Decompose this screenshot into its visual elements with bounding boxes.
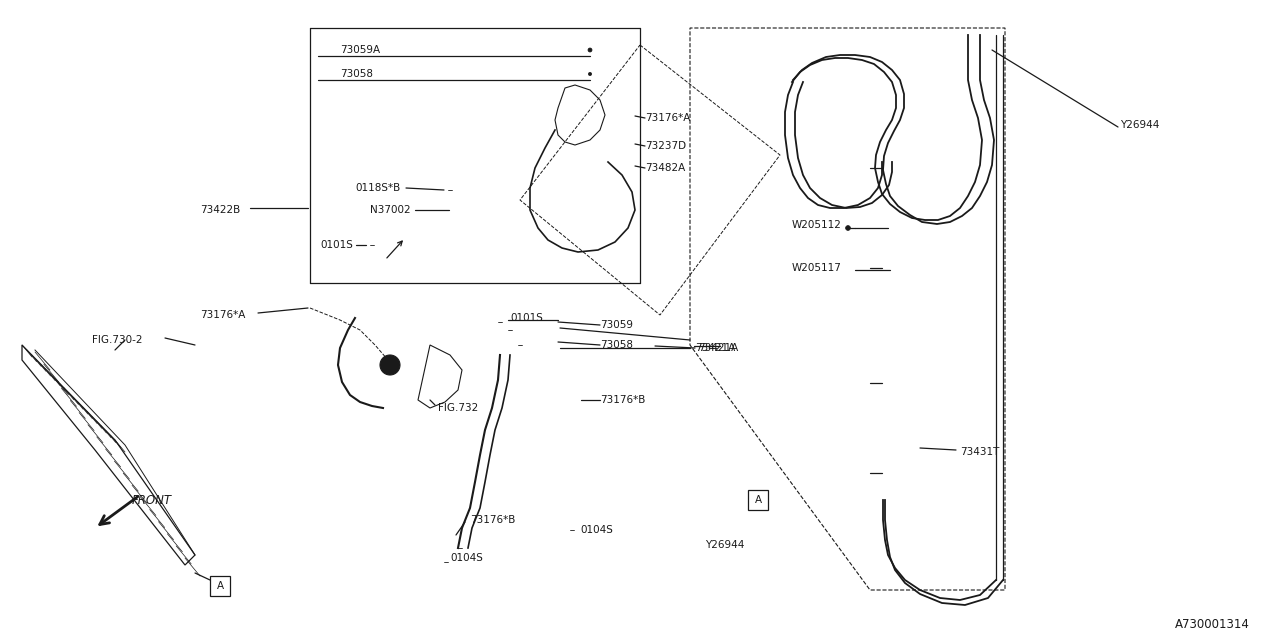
Text: 73059A: 73059A — [340, 45, 380, 55]
Text: FRONT: FRONT — [132, 493, 172, 506]
Circle shape — [846, 226, 850, 230]
Circle shape — [589, 72, 591, 76]
Bar — [748, 490, 768, 510]
Text: 73058: 73058 — [340, 69, 372, 79]
Text: 73176*B: 73176*B — [600, 395, 645, 405]
Circle shape — [380, 355, 399, 375]
Text: FIG.730-2: FIG.730-2 — [92, 335, 142, 345]
Text: N37002: N37002 — [370, 205, 411, 215]
Text: 73421A: 73421A — [698, 343, 739, 353]
Text: 0104S: 0104S — [580, 525, 613, 535]
Text: Y26944: Y26944 — [705, 540, 745, 550]
Text: 73058: 73058 — [600, 340, 634, 350]
Text: Y26944: Y26944 — [1120, 120, 1160, 130]
Text: 73422B: 73422B — [200, 205, 241, 215]
Text: W205117: W205117 — [792, 263, 842, 273]
Text: 0118S*B: 0118S*B — [355, 183, 401, 193]
Text: 0101S: 0101S — [320, 240, 353, 250]
Text: A730001314: A730001314 — [1175, 618, 1251, 632]
Text: 73059: 73059 — [600, 320, 634, 330]
Text: 73176*A: 73176*A — [200, 310, 246, 320]
Text: 73431T: 73431T — [960, 447, 1000, 457]
Text: A: A — [216, 581, 224, 591]
Bar — [210, 576, 230, 596]
Circle shape — [588, 48, 591, 52]
Text: 73482A: 73482A — [645, 163, 685, 173]
Text: 73176*B: 73176*B — [470, 515, 516, 525]
Text: 73176*A: 73176*A — [645, 113, 690, 123]
Text: 73237D: 73237D — [645, 141, 686, 151]
Text: 0104S: 0104S — [451, 553, 483, 563]
Text: 0101S: 0101S — [509, 313, 543, 323]
Text: A: A — [754, 495, 762, 505]
Text: 73421A: 73421A — [695, 343, 735, 353]
Text: W205112: W205112 — [792, 220, 842, 230]
Text: FIG.732: FIG.732 — [438, 403, 479, 413]
